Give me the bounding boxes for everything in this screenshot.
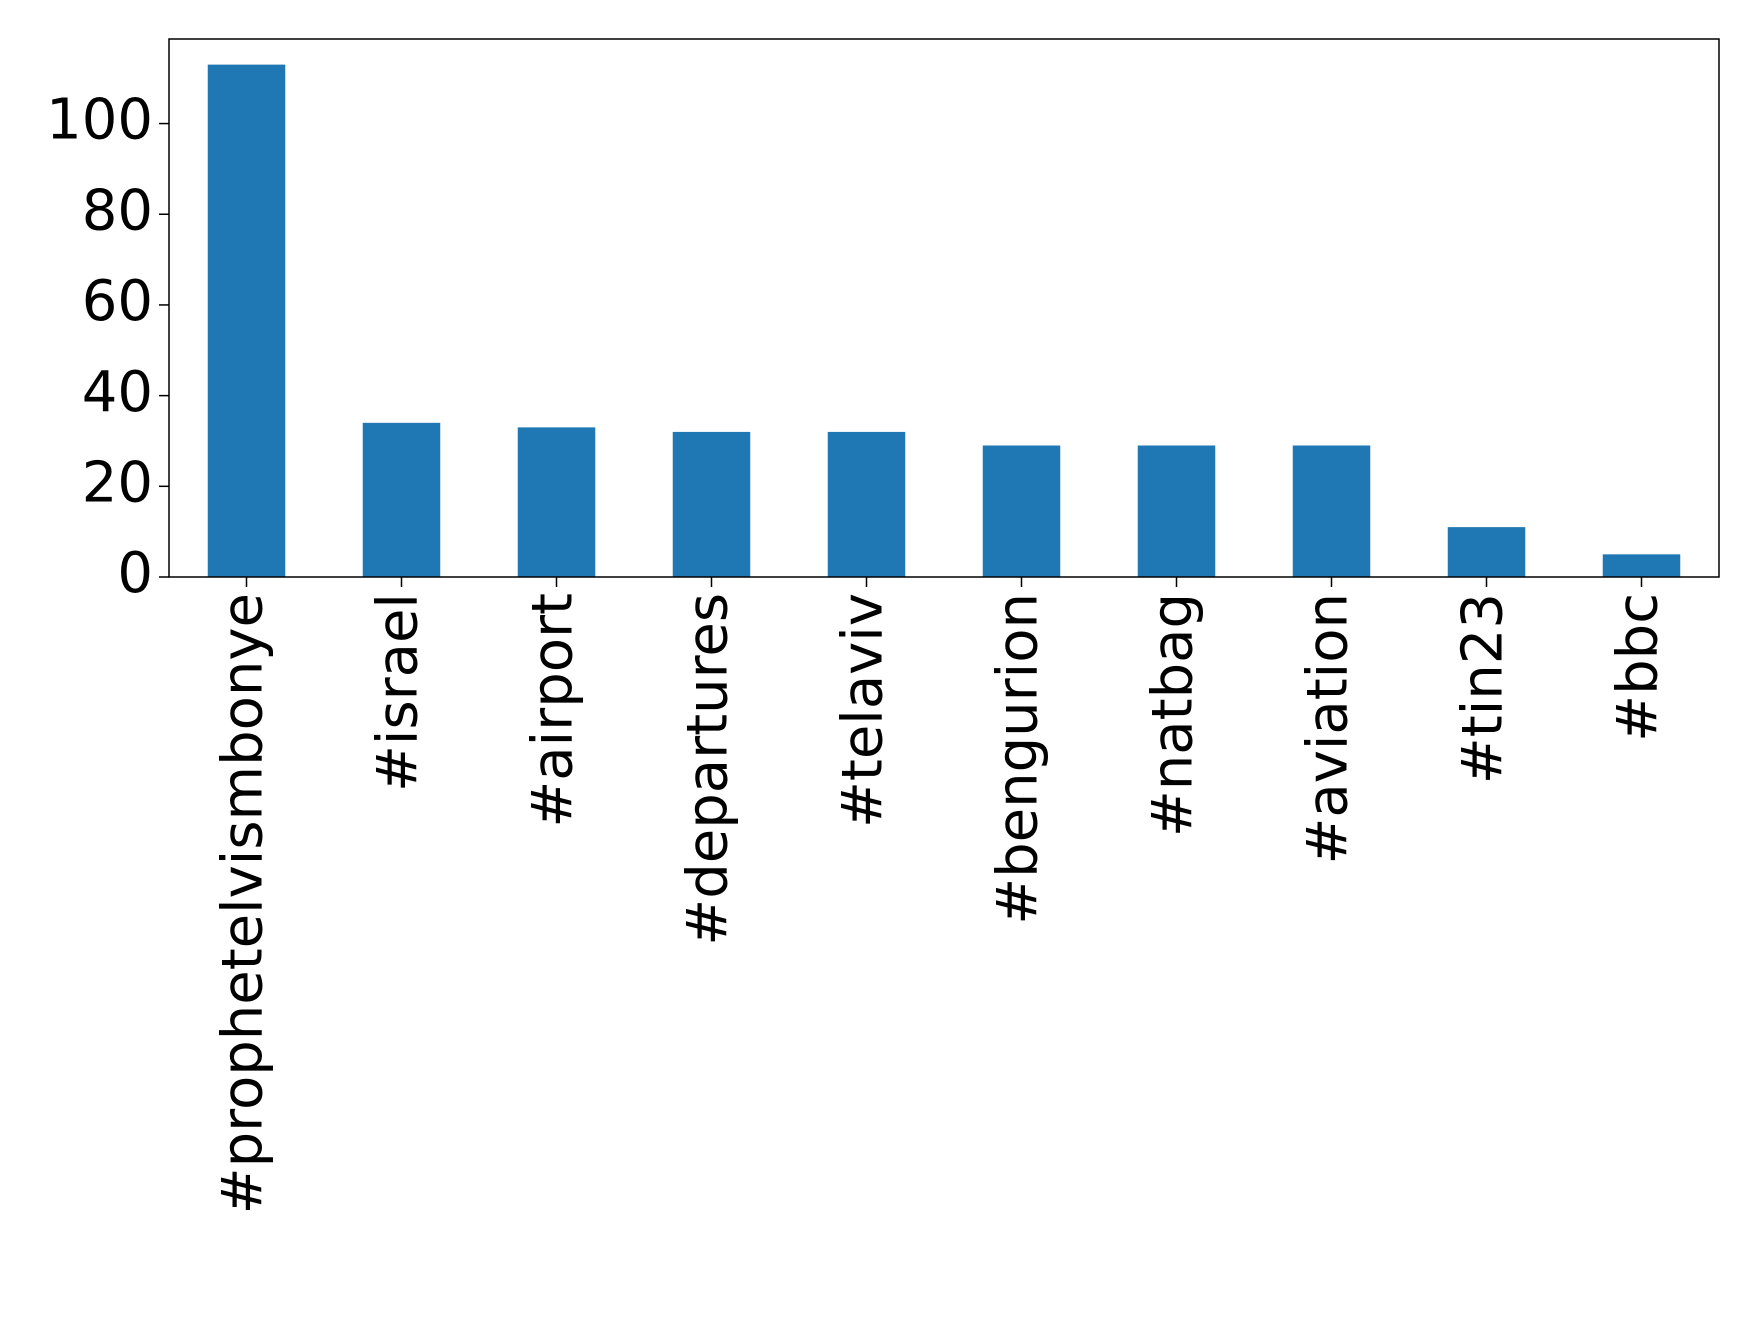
x-tick-label: #israel	[366, 593, 431, 792]
bar	[1602, 554, 1681, 577]
x-tick-label: #airport	[521, 593, 586, 828]
y-tick-label: 60	[82, 269, 153, 334]
y-tick-label: 40	[82, 360, 153, 425]
bar	[1447, 527, 1526, 577]
x-tick-label: #departures	[676, 593, 741, 946]
x-tick-label: #bengurion	[986, 593, 1051, 925]
bar	[1137, 445, 1216, 577]
y-tick-label: 20	[82, 450, 153, 515]
y-tick-label: 80	[82, 178, 153, 243]
y-tick-label: 100	[46, 88, 153, 153]
bar	[517, 427, 596, 577]
bar	[207, 64, 286, 578]
bar	[362, 422, 441, 577]
bar	[1292, 445, 1371, 577]
bar	[982, 445, 1061, 577]
x-tick-label: #natbag	[1141, 593, 1206, 837]
x-tick-label: #prophetelvismbonye	[211, 593, 276, 1214]
bar	[672, 431, 751, 577]
y-tick-label: 0	[117, 541, 153, 606]
x-tick-label: #bbc	[1606, 593, 1671, 742]
bar	[827, 431, 906, 577]
x-tick-label: #telaviv	[831, 593, 896, 828]
x-tick-label: #aviation	[1296, 593, 1361, 865]
x-tick-label: #tin23	[1451, 593, 1516, 784]
plot-frame	[168, 38, 1720, 578]
